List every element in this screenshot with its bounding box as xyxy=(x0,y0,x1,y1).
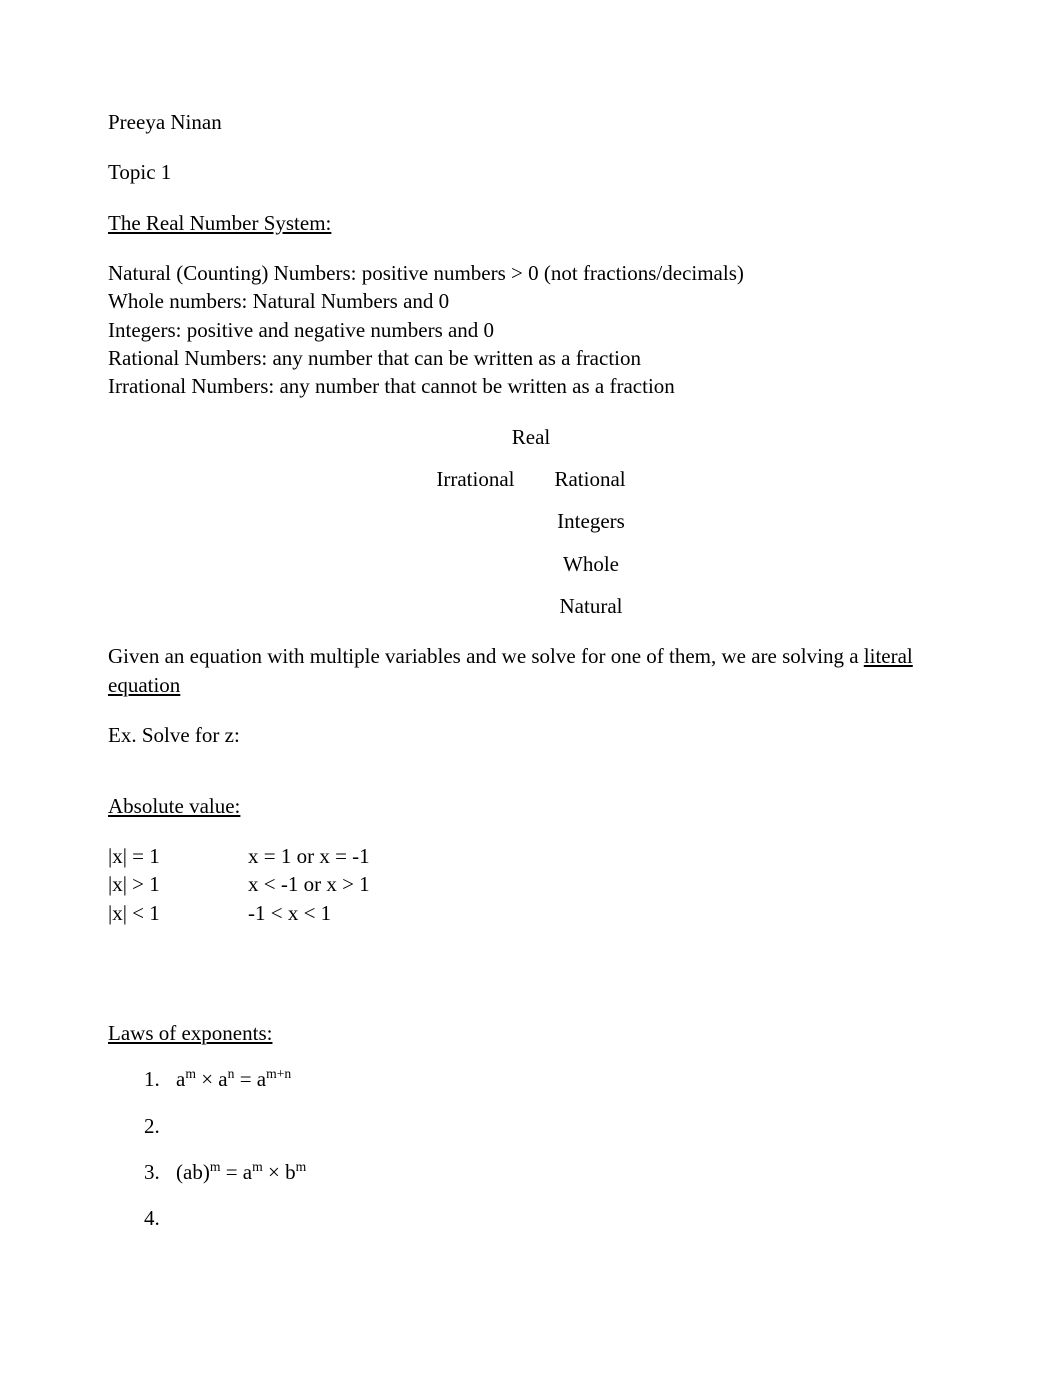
number-hierarchy: Real Irrational Rational Integers Whole … xyxy=(108,423,954,621)
law1-a: a xyxy=(176,1067,185,1091)
absolute-value-title: Absolute value: xyxy=(108,792,954,820)
law-3-num: 3. xyxy=(144,1158,176,1186)
hierarchy-irrational: Irrational xyxy=(416,465,534,493)
law-1: 1. am × an = am+n xyxy=(144,1065,954,1093)
abs-row-2: |x| > 1 x < -1 or x > 1 xyxy=(108,870,954,898)
author-name: Preeya Ninan xyxy=(108,108,954,136)
abs-r1c2: x = 1 or x = -1 xyxy=(248,842,370,870)
law1-mn: m+n xyxy=(266,1066,291,1081)
laws-of-exponents-title: Laws of exponents: xyxy=(108,1019,954,1047)
law-2-num: 2. xyxy=(144,1112,176,1140)
law-4: 4. xyxy=(144,1204,954,1232)
law-2: 2. xyxy=(144,1112,954,1140)
hierarchy-natural: Natural xyxy=(540,592,643,620)
law3-m2: m xyxy=(252,1159,263,1174)
def-natural: Natural (Counting) Numbers: positive num… xyxy=(108,259,954,287)
hierarchy-real: Real xyxy=(492,423,570,451)
law3-m: m xyxy=(210,1159,221,1174)
law3-eq: = a xyxy=(220,1160,252,1184)
hierarchy-integers: Integers xyxy=(537,507,645,535)
abs-r2c2: x < -1 or x > 1 xyxy=(248,870,370,898)
section-real-number-system: The Real Number System: xyxy=(108,209,954,237)
literal-prefix: Given an equation with multiple variable… xyxy=(108,644,864,668)
abs-r3c2: -1 < x < 1 xyxy=(248,899,331,927)
hierarchy-whole: Whole xyxy=(543,550,639,578)
law-4-num: 4. xyxy=(144,1204,176,1232)
abs-r2c1: |x| > 1 xyxy=(108,870,248,898)
law3-ab: (ab) xyxy=(176,1160,210,1184)
topic-label: Topic 1 xyxy=(108,158,954,186)
law-1-formula: am × an = am+n xyxy=(176,1065,291,1093)
law1-m: m xyxy=(185,1066,196,1081)
abs-r1c1: |x| = 1 xyxy=(108,842,248,870)
laws-list: 1. am × an = am+n 2. 3. (ab)m = am × bm … xyxy=(108,1065,954,1232)
law3-m3: m xyxy=(296,1159,307,1174)
abs-row-1: |x| = 1 x = 1 or x = -1 xyxy=(108,842,954,870)
hierarchy-rational: Rational xyxy=(534,465,645,493)
def-rational: Rational Numbers: any number that can be… xyxy=(108,344,954,372)
law-1-num: 1. xyxy=(144,1065,176,1093)
abs-r3c1: |x| < 1 xyxy=(108,899,248,927)
def-whole: Whole numbers: Natural Numbers and 0 xyxy=(108,287,954,315)
def-integers: Integers: positive and negative numbers … xyxy=(108,316,954,344)
abs-row-3: |x| < 1 -1 < x < 1 xyxy=(108,899,954,927)
def-irrational: Irrational Numbers: any number that cann… xyxy=(108,372,954,400)
literal-equation-text: Given an equation with multiple variable… xyxy=(108,642,954,699)
example-solve-for-z: Ex. Solve for z: xyxy=(108,721,954,749)
law1-eq: = a xyxy=(234,1067,266,1091)
law-3-formula: (ab)m = am × bm xyxy=(176,1158,306,1186)
law-3: 3. (ab)m = am × bm xyxy=(144,1158,954,1186)
definitions-block: Natural (Counting) Numbers: positive num… xyxy=(108,259,954,401)
law1-times: × a xyxy=(196,1067,228,1091)
absolute-value-table: |x| = 1 x = 1 or x = -1 |x| > 1 x < -1 o… xyxy=(108,842,954,927)
law3-times: × b xyxy=(263,1160,296,1184)
